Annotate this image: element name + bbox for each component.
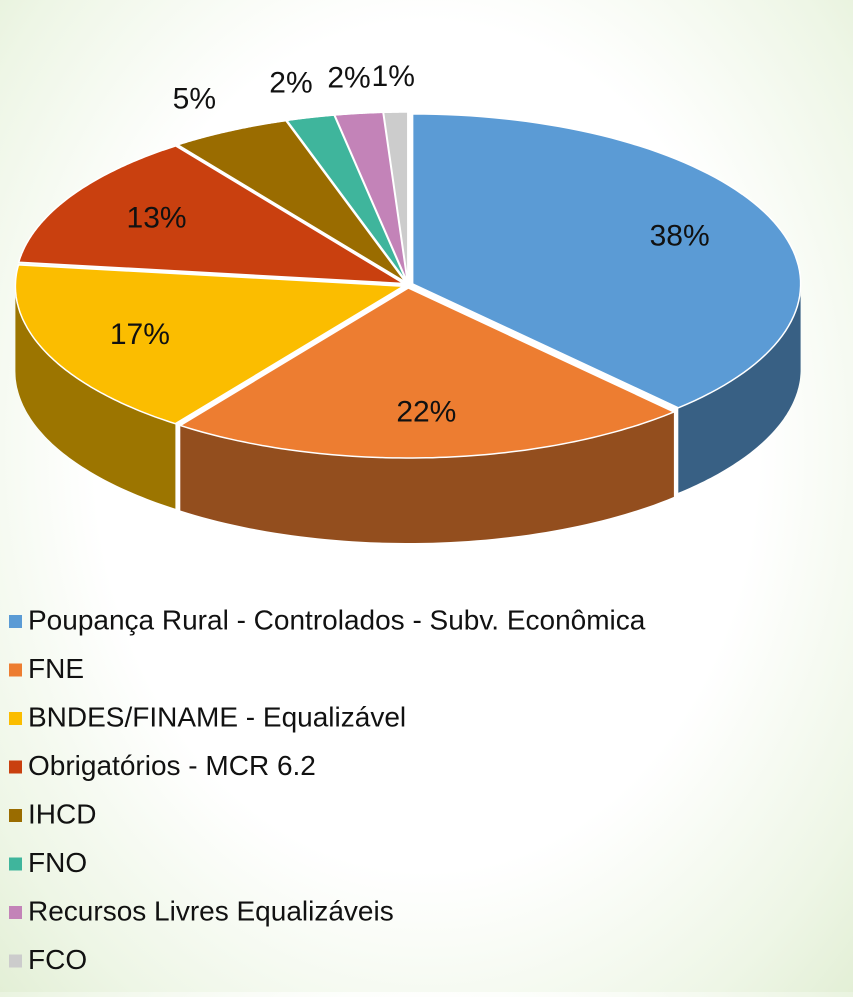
data-label: 5%	[173, 82, 216, 115]
data-label: 2%	[269, 66, 312, 99]
slice-side	[678, 283, 801, 493]
legend-swatch	[9, 712, 22, 725]
slice	[333, 111, 409, 283]
legend-label: Poupança Rural - Controlados - Subv. Eco…	[28, 604, 646, 635]
slice	[14, 264, 406, 425]
legend-swatch	[9, 760, 22, 774]
slice	[285, 114, 408, 283]
slice	[411, 113, 802, 409]
slice	[382, 111, 409, 283]
legend-swatch	[9, 906, 22, 919]
legend-swatch	[9, 663, 22, 677]
slice	[175, 119, 407, 283]
data-label: 2%	[327, 62, 370, 95]
data-label: 1%	[372, 60, 415, 93]
legend-label: BNDES/FINAME - Equalizável	[28, 701, 406, 732]
legend-swatch	[9, 857, 22, 871]
slice	[17, 145, 405, 285]
legend-label: Obrigatórios - MCR 6.2	[28, 750, 316, 781]
legend-label: FNO	[28, 847, 87, 878]
data-label: 22%	[396, 395, 456, 428]
slice-side	[15, 286, 176, 509]
slice-sides	[15, 283, 801, 543]
data-label: 17%	[110, 318, 170, 351]
slice	[178, 287, 676, 459]
legend-label: FCO	[28, 944, 87, 975]
legend-label: FNE	[28, 653, 84, 684]
legend-swatch	[9, 615, 22, 628]
slice-side	[180, 411, 674, 543]
data-label: 13%	[127, 201, 187, 234]
legend-swatch	[9, 809, 22, 822]
legend-label: IHCD	[28, 798, 96, 829]
legend-label: Recursos Livres Equalizáveis	[28, 895, 394, 926]
slice-tops	[14, 111, 802, 459]
data-label: 38%	[650, 220, 710, 253]
legend-swatch	[9, 954, 22, 968]
